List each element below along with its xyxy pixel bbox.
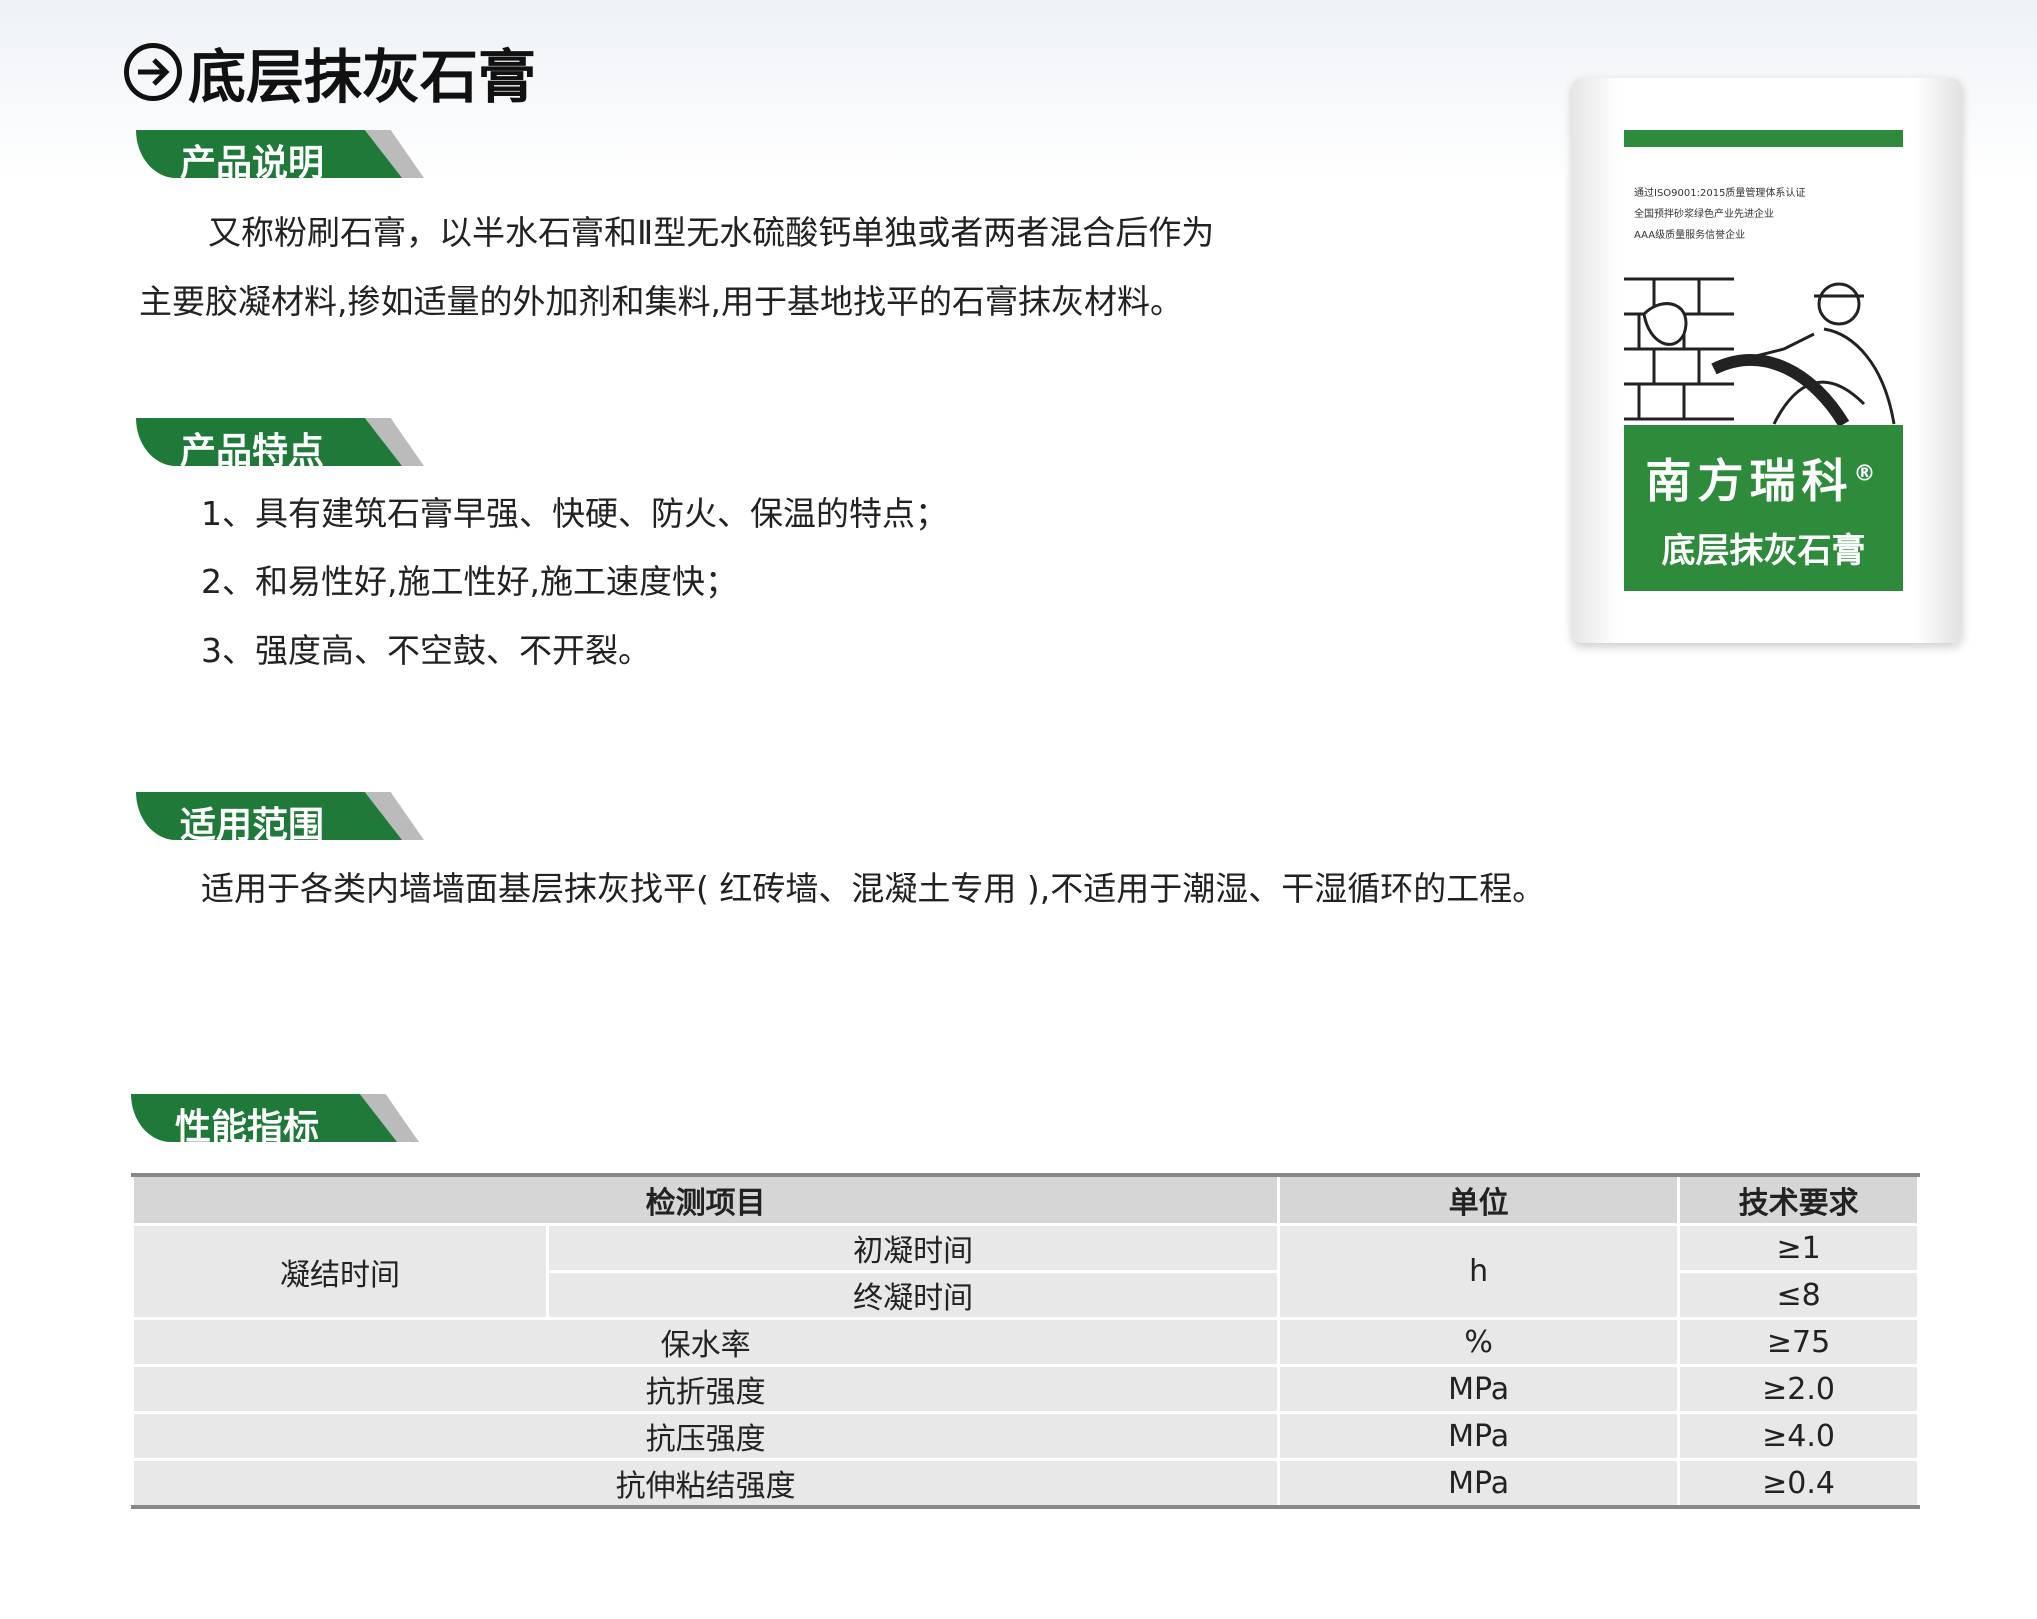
scope-text: 适用于各类内墙墙面基层抹灰找平( 红砖墙、混凝土专用 ),不适用于潮湿、干湿循环…	[201, 869, 1546, 908]
section-header-description: 产品说明	[136, 130, 424, 184]
table-row: 终凝时间 ≤8	[133, 1270, 1920, 1320]
header-cell: 技术要求	[1677, 1173, 1920, 1226]
title-text: 底层抹灰石膏	[188, 43, 537, 111]
table-header-row: 检测项目 单位 技术要求	[130, 1173, 1920, 1226]
section-label: 适用范围	[180, 805, 325, 846]
performance-table: 检测项目 单位 技术要求 凝结时间 初凝时间 h ≥1 终凝时间 ≤8 保水率%…	[130, 1173, 1920, 1509]
section-header-scope: 适用范围	[136, 792, 424, 846]
header-cell: 单位	[1277, 1173, 1681, 1226]
table-cell: 保水率	[130, 1317, 1281, 1367]
table-cell: 凝结时间	[131, 1223, 549, 1320]
table-cell: MPa	[1277, 1411, 1681, 1461]
bag-green-band	[1624, 130, 1903, 147]
description-line: 又称粉刷石膏，以半水石膏和Ⅱ型无水硫酸钙单独或者两者混合后作为	[208, 213, 1215, 252]
table-cell: 终凝时间	[545, 1270, 1281, 1320]
table-cell: 抗压强度	[130, 1411, 1281, 1461]
table-row: 凝结时间 初凝时间 h ≥1	[131, 1223, 1920, 1320]
table-cell: ≥1	[1677, 1223, 1920, 1273]
section-label: 性能指标	[175, 1107, 320, 1148]
header-cell: 检测项目	[130, 1173, 1281, 1226]
bag-label-box: 南方瑞科® 底层抹灰石膏	[1624, 425, 1903, 591]
arrow-right-circle-icon	[124, 43, 182, 101]
table-cell: 抗折强度	[130, 1364, 1281, 1414]
table-row: 保水率% ≥75	[130, 1317, 1920, 1367]
table-row: 抗伸粘结强度 MPa ≥0.4	[130, 1458, 1920, 1509]
bag-cert-line: 全国预拌砂浆绿色产业先进企业	[1634, 209, 1774, 220]
table-row: 抗折强度 MPa ≥2.0	[130, 1364, 1920, 1414]
bag-cert-line: 通过ISO9001:2015质量管理体系认证	[1634, 188, 1806, 199]
table-cell: MPa	[1277, 1458, 1681, 1509]
feature-item: 3、强度高、不空鼓、不开裂。	[201, 631, 651, 670]
description-line: 主要胶凝材料,掺如适量的外加剂和集料,用于基地找平的石膏抹灰材料。	[139, 282, 1183, 321]
worker-plastering-illustration	[1624, 277, 1896, 426]
table-cell: 初凝时间	[545, 1223, 1281, 1273]
section-header-performance: 性能指标	[131, 1094, 419, 1148]
table-cell: h	[1277, 1223, 1681, 1320]
registered-mark: ®	[1853, 461, 1882, 487]
bag-cert-line: AAA级质量服务信誉企业	[1634, 230, 1746, 241]
table-cell: ≥75	[1677, 1317, 1920, 1367]
product-bag-image: 通过ISO9001:2015质量管理体系认证 全国预拌砂浆绿色产业先进企业 AA…	[1572, 78, 1962, 643]
brand-name: 南方瑞科	[1645, 454, 1854, 508]
table-cell: ≥4.0	[1677, 1411, 1920, 1461]
table-cell: ≥0.4	[1677, 1458, 1920, 1509]
table-cell: %	[1277, 1317, 1681, 1367]
page-title: 底层抹灰石膏	[124, 30, 536, 114]
feature-item: 2、和易性好,施工性好,施工速度快；	[201, 562, 738, 601]
section-label: 产品说明	[180, 143, 325, 184]
section-label: 产品特点	[180, 431, 325, 472]
table-cell: MPa	[1277, 1364, 1681, 1414]
table-cell: 抗伸粘结强度	[130, 1458, 1281, 1509]
table-row: 抗压强度 MPa ≥4.0	[130, 1411, 1920, 1461]
section-header-features: 产品特点	[136, 418, 424, 472]
table-cell: ≥2.0	[1677, 1364, 1920, 1414]
feature-item: 1、具有建筑石膏早强、快硬、防火、保温的特点；	[201, 494, 948, 533]
bag-product-name: 底层抹灰石膏	[1661, 531, 1866, 571]
table-cell: ≤8	[1677, 1270, 1920, 1320]
